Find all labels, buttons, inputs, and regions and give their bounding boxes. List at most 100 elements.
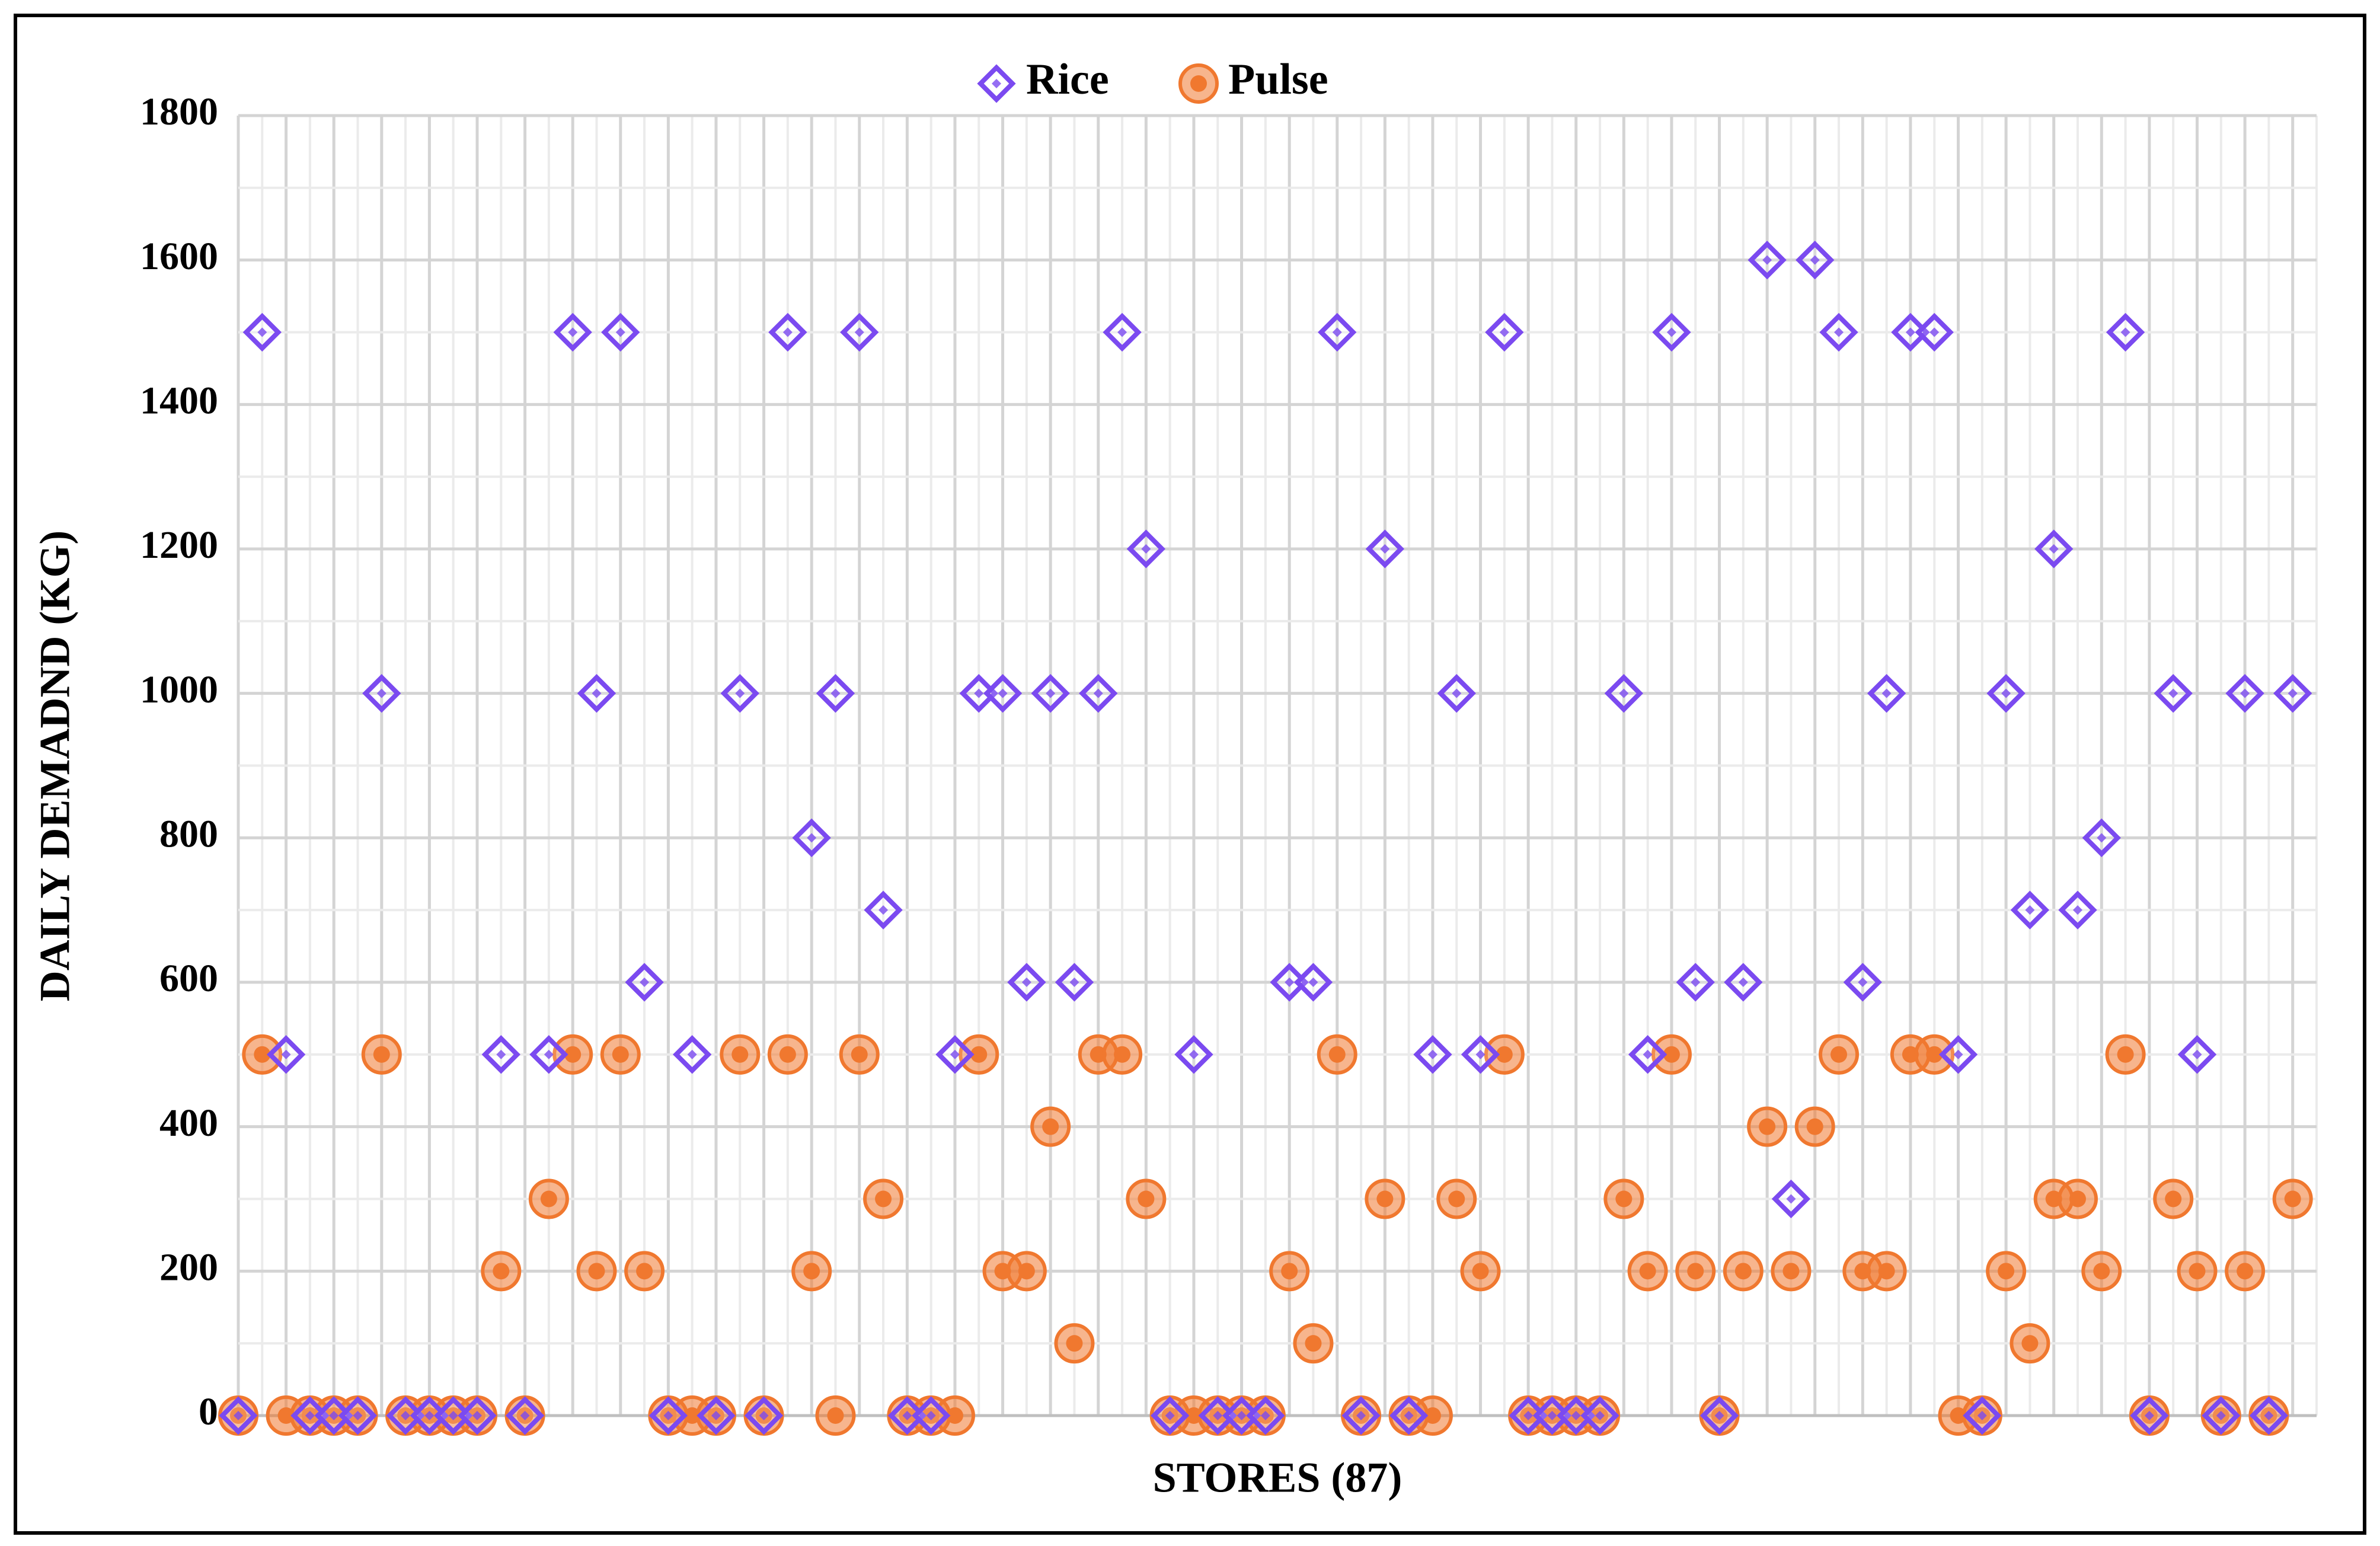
pulse-point — [576, 1251, 617, 1292]
rice-point — [840, 312, 879, 352]
legend: Rice Pulse — [977, 55, 1328, 104]
rice-point — [2034, 529, 2074, 568]
pulse-point — [1006, 1251, 1047, 1292]
pulse-point — [1866, 1251, 1907, 1292]
rice-point — [458, 1396, 497, 1435]
diamond-core — [2144, 1411, 2154, 1420]
diamond-core — [1308, 978, 1318, 987]
rice-point — [935, 1035, 975, 1074]
circle-core — [540, 1190, 557, 1208]
circle-core — [254, 1046, 271, 1063]
y-tick-label: 200 — [159, 1245, 218, 1289]
rice-point — [912, 1396, 951, 1435]
rice-point — [1437, 674, 1476, 713]
circle-core — [1190, 75, 1207, 92]
pulse-point — [720, 1034, 761, 1075]
rice-point — [1079, 674, 1118, 713]
rice-point — [1293, 963, 1333, 1002]
pulse-point — [1627, 1251, 1668, 1292]
circle-core — [1376, 1190, 1394, 1208]
rice-point — [2225, 674, 2264, 713]
circle-core — [588, 1263, 605, 1280]
rice-point — [1031, 674, 1070, 713]
pulse-point — [1178, 63, 1219, 104]
circle-core — [970, 1046, 988, 1063]
circle-core — [1639, 1263, 1656, 1280]
circle-core — [994, 1263, 1011, 1280]
diamond-core — [1714, 1411, 1724, 1420]
circle-core — [1998, 1263, 2015, 1280]
circle-core — [1090, 1046, 1107, 1063]
diamond-core — [592, 688, 602, 698]
rice-point — [983, 674, 1023, 713]
diamond-core — [1810, 255, 1820, 265]
y-tick-label: 800 — [159, 812, 218, 855]
diamond-core — [878, 905, 889, 915]
rice-point — [1915, 312, 1954, 352]
pulse-point — [1436, 1178, 1477, 1219]
diamond-core — [1452, 688, 1462, 698]
rice-point — [768, 312, 807, 352]
diamond-core — [1213, 1411, 1223, 1420]
pulse-point — [1293, 1323, 1334, 1364]
rice-point — [338, 1396, 378, 1435]
diamond-core — [1571, 1411, 1581, 1420]
rice-point — [601, 312, 640, 352]
rice-point — [1126, 529, 1166, 568]
circle-core — [1759, 1118, 1776, 1135]
pulse-point — [1269, 1251, 1310, 1292]
diamond-core — [2216, 1411, 2226, 1420]
circle-core — [612, 1046, 629, 1063]
pulse-point — [815, 1395, 856, 1436]
rice-point — [1389, 1396, 1429, 1435]
diamond-core — [2264, 1411, 2274, 1420]
pulse-point — [1819, 1034, 1860, 1075]
diamond-core — [2192, 1049, 2202, 1059]
circle-core — [1472, 1263, 1489, 1280]
diamond-core — [1619, 688, 1629, 698]
diamond-core — [974, 688, 984, 698]
diamond-core — [448, 1411, 458, 1420]
legend-label: Pulse — [1228, 55, 1328, 104]
diamond-core — [807, 833, 817, 843]
diamond-core — [992, 79, 1001, 88]
circle-core — [683, 1407, 701, 1424]
rice-point — [1365, 529, 1404, 568]
rice-point — [1748, 241, 1787, 280]
pulse-point — [1651, 1034, 1692, 1075]
circle-core — [2045, 1190, 2062, 1208]
pulse-point — [791, 1251, 832, 1292]
y-tick-label: 1200 — [140, 523, 218, 567]
pulse-point — [1603, 1178, 1644, 1219]
diamond-core — [902, 1411, 912, 1420]
circle-core — [1830, 1046, 1848, 1063]
pulse-point — [1365, 1178, 1405, 1219]
diamond-core — [1475, 1049, 1485, 1059]
diamond-core — [544, 1049, 554, 1059]
rice-point — [1318, 312, 1357, 352]
pulse-point — [2153, 1178, 2194, 1219]
rice-point — [1007, 963, 1046, 1002]
rice-point — [1055, 963, 1094, 1002]
diamond-core — [1858, 978, 1868, 987]
diamond-core — [854, 327, 864, 337]
diamond-core — [1762, 255, 1772, 265]
circle-core — [1448, 1190, 1465, 1208]
rice-point — [1580, 1396, 1619, 1435]
diamond-core — [830, 688, 841, 698]
circle-core — [2021, 1335, 2039, 1352]
circle-core — [946, 1407, 963, 1424]
pulse-point — [2081, 1251, 2122, 1292]
diamond-core — [615, 327, 625, 337]
diamond-core — [257, 327, 267, 337]
y-axis-label: DAILY DEMADND (KG) — [31, 531, 79, 1002]
circle-core — [1950, 1407, 1967, 1424]
diamond-core — [926, 1411, 936, 1420]
rice-point — [1819, 312, 1858, 352]
diamond-core — [759, 1411, 769, 1420]
rice-point — [1246, 1396, 1285, 1435]
diamond-core — [640, 978, 650, 987]
diamond-core — [1165, 1411, 1175, 1420]
